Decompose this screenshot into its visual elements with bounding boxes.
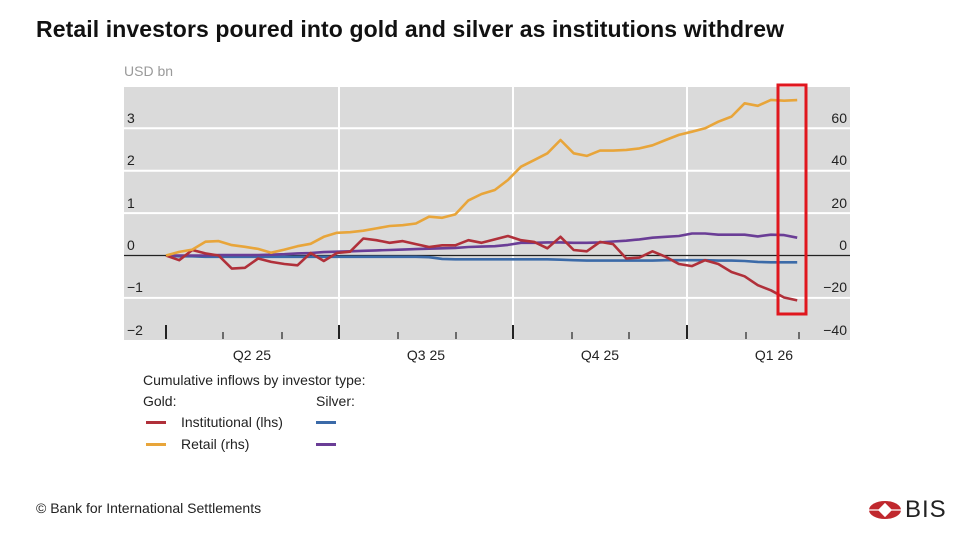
x-tick-label: Q1 26 (755, 347, 793, 363)
chart-title: Retail investors poured into gold and si… (36, 16, 785, 42)
y-left-tick-label: −2 (127, 322, 143, 338)
y-left-tick-label: 1 (127, 195, 135, 211)
bis-logo: BIS (868, 496, 947, 524)
bis-logo-icon (869, 501, 901, 519)
y-right-tick-label: 40 (831, 152, 847, 168)
series-line-gold-retail-rhs (165, 98, 798, 257)
y-left-tick-label: 3 (127, 110, 135, 126)
y-left-tick-label: 2 (127, 152, 135, 168)
x-tick-label: Q3 25 (407, 347, 445, 363)
highlight-box (776, 83, 808, 316)
y-right-tick-label: −20 (823, 279, 847, 295)
unit-label: USD bn (124, 63, 174, 79)
y-right-tick-label: 0 (839, 237, 847, 253)
legend-swatch-gold-retail (146, 443, 166, 446)
legend-swatch-gold-institutional (146, 421, 166, 424)
series-line-gold-institutional-lhs (165, 234, 798, 302)
legend-label-retail: Retail (rhs) (181, 436, 250, 452)
y-right-tick-label: 60 (831, 110, 847, 126)
x-tick-label: Q4 25 (581, 347, 619, 363)
y-right-tick-label: −40 (823, 322, 847, 338)
bis-logo-text: BIS (905, 496, 947, 523)
series-line-silver-institutional (165, 254, 798, 264)
y-left-tick-label: 0 (127, 237, 135, 253)
x-tick-label: Q2 25 (233, 347, 271, 363)
legend-gold-header: Gold: (143, 393, 177, 409)
y-right-tick-label: 20 (831, 195, 847, 211)
legend-swatch-silver-retail (316, 443, 336, 446)
legend-swatch-silver-institutional (316, 421, 336, 424)
legend-silver-header: Silver: (316, 393, 355, 409)
y-left-tick-label: −1 (127, 279, 143, 295)
legend-title: Cumulative inflows by investor type: (143, 372, 366, 388)
series-line-silver-retail (166, 232, 798, 257)
copyright-footer: © Bank for International Settlements (36, 500, 262, 516)
legend-label-institutional: Institutional (lhs) (181, 414, 283, 430)
